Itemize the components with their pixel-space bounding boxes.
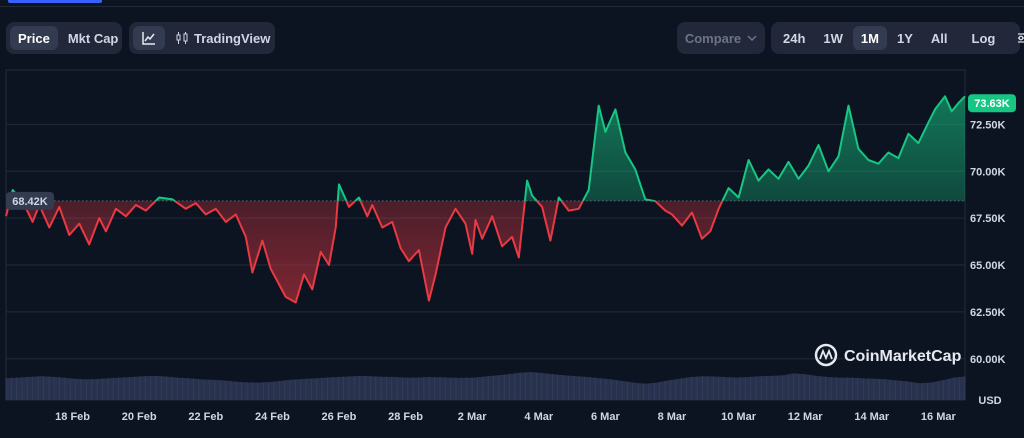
x-tick-label: 28 Feb	[388, 411, 423, 423]
top-tab-indicator	[8, 0, 102, 3]
tradingview-button[interactable]: TradingView	[167, 26, 278, 50]
y-tick-label: 72.50K	[970, 119, 1006, 131]
coinmarketcap-logo-icon	[814, 343, 838, 367]
x-tick-label: 24 Feb	[255, 411, 290, 423]
x-tick-label: 4 Mar	[524, 411, 553, 423]
price-line	[5, 95, 966, 304]
x-tick-label: 14 Mar	[854, 411, 890, 423]
coinmarketcap-watermark: CoinMarketCap	[814, 343, 962, 367]
chart-type-toggle: TradingView	[129, 22, 275, 54]
price-area-up	[9, 96, 965, 201]
x-tick-label: 16 Mar	[921, 411, 957, 423]
currency-label: USD	[978, 395, 1001, 407]
current-price-badge: 73.63K	[968, 94, 1016, 113]
price-area	[6, 96, 965, 303]
compare-label: Compare	[684, 30, 742, 46]
range-all[interactable]: All	[930, 30, 948, 46]
chart-gridlines	[5, 69, 966, 401]
x-tick-label: 22 Feb	[188, 411, 223, 423]
volume-bars	[5, 372, 966, 400]
log-scale-button[interactable]: Log	[971, 30, 996, 46]
range-1y[interactable]: 1Y	[896, 30, 913, 46]
top-divider	[0, 6, 1024, 7]
chevron-down-icon	[747, 35, 757, 41]
price-mktcap-toggle: Price Mkt Cap	[6, 22, 122, 54]
compare-dropdown[interactable]: Compare	[677, 22, 765, 54]
y-tick-label: 60.00K	[970, 354, 1006, 366]
y-tick-label: 67.50K	[970, 213, 1006, 225]
range-1w[interactable]: 1W	[823, 30, 843, 46]
x-tick-label: 20 Feb	[122, 411, 157, 423]
tradingview-label: TradingView	[194, 30, 271, 46]
coinmarketcap-brand-text: CoinMarketCap	[844, 348, 962, 365]
line-chart-icon	[142, 32, 155, 45]
x-tick-label: 26 Feb	[322, 411, 357, 423]
x-tick-label: 6 Mar	[591, 411, 620, 423]
price-line-up	[8, 95, 966, 201]
line-chart-button[interactable]	[133, 26, 165, 50]
sliders-icon	[1018, 33, 1024, 43]
x-tick-label: 8 Mar	[658, 411, 687, 423]
time-range-selector: 24h 1W 1M 1Y All Log	[771, 22, 1024, 54]
tab-price[interactable]: Price	[10, 26, 58, 50]
x-tick-label: 18 Feb	[55, 411, 90, 423]
range-1m[interactable]: 1M	[852, 26, 887, 50]
current-price-label: 73.63K	[974, 98, 1010, 110]
y-tick-label: 65.00K	[970, 260, 1006, 272]
y-tick-label: 62.50K	[970, 307, 1006, 319]
x-tick-label: 10 Mar	[721, 411, 757, 423]
price-line-down	[5, 200, 724, 304]
baseline-price-label: 68.42K	[12, 196, 48, 208]
x-tick-label: 12 Mar	[788, 411, 824, 423]
x-axis: 18 Feb 20 Feb 22 Feb 24 Feb 26 Feb 28 Feb 2 Ma…	[55, 411, 956, 423]
chart-settings-button[interactable]	[1011, 26, 1024, 50]
x-tick-label: 2 Mar	[458, 411, 487, 423]
y-axis: 60.00K 62.50K 65.00K 67.50K 70.00K 72.50K	[970, 119, 1006, 365]
volume-area	[6, 372, 965, 400]
baseline-price-badge: 68.42K	[6, 191, 54, 210]
range-24h[interactable]: 24h	[783, 30, 806, 46]
plot-border	[5, 69, 966, 401]
candlestick-icon	[176, 32, 188, 44]
price-area-down	[6, 200, 965, 303]
chart-toolbar: Price Mkt Cap TradingView Compare 24h	[0, 22, 1024, 54]
price-chart[interactable]: 60.00K 62.50K 65.00K 67.50K 70.00K 72.50K 18 …	[0, 62, 1024, 438]
y-tick-label: 70.00K	[970, 166, 1006, 178]
tab-mkt-cap[interactable]: Mkt Cap	[67, 30, 119, 46]
